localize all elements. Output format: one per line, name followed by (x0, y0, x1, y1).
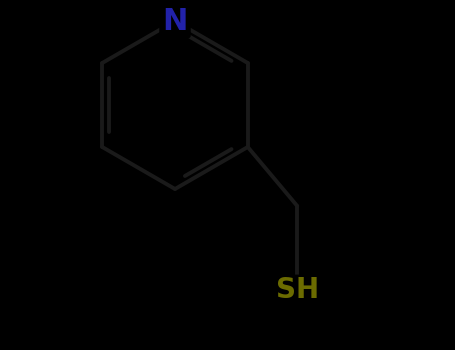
Text: N: N (162, 7, 187, 35)
Text: SH: SH (276, 276, 319, 304)
